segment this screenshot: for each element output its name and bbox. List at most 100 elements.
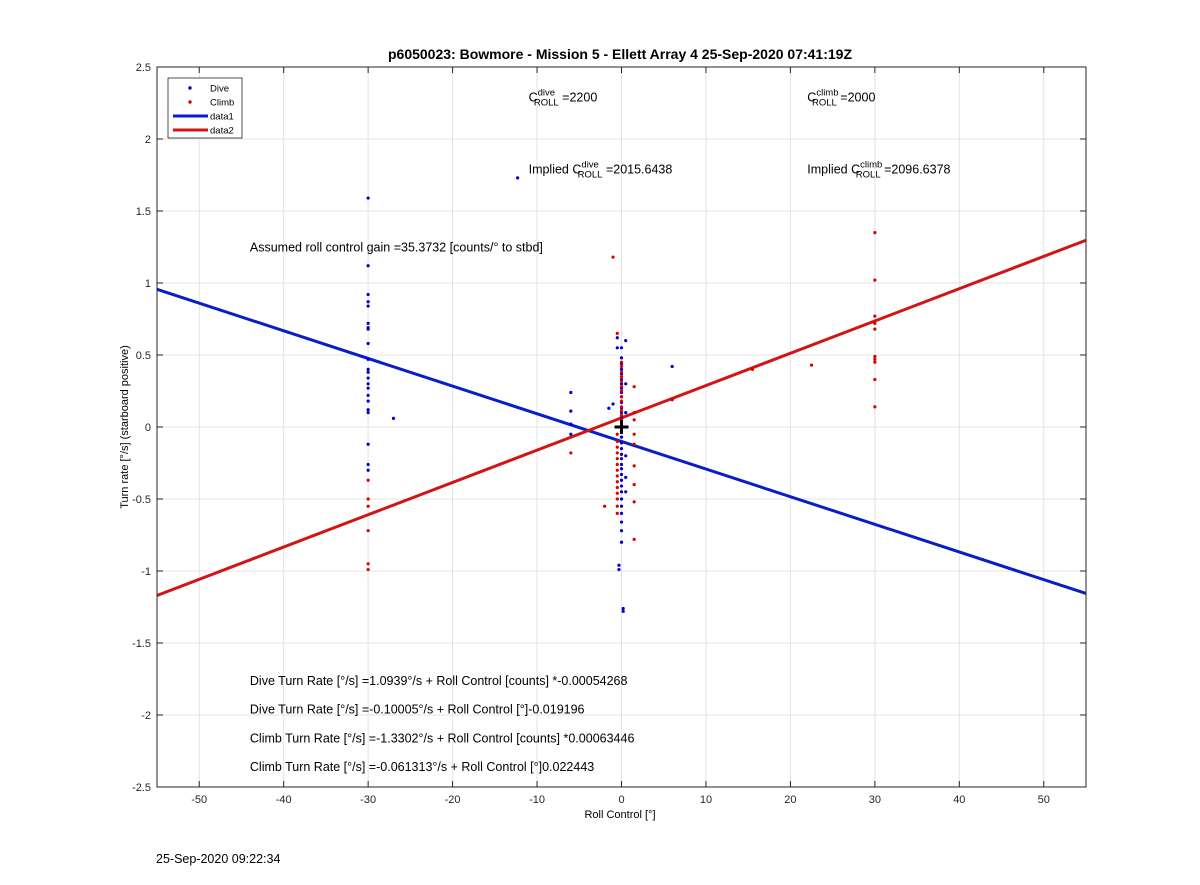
data-point-dive <box>619 478 624 482</box>
data-point-dive <box>615 346 619 350</box>
data-point-climb <box>615 457 619 461</box>
data-point-climb <box>366 529 370 533</box>
annotation-sup: dive <box>581 160 598 171</box>
data-point-dive <box>619 490 624 494</box>
data-point-climb <box>632 385 636 389</box>
data-point-climb <box>632 537 636 541</box>
x-tick-label: -50 <box>191 794 207 806</box>
data-point-dive <box>366 327 370 331</box>
center-marker-group <box>614 420 629 434</box>
data-point-dive <box>366 357 370 361</box>
data-point-climb <box>619 399 624 403</box>
data-point-dive <box>391 416 396 420</box>
data-point-dive <box>619 457 624 461</box>
data-point-climb <box>632 411 636 415</box>
data-point-climb <box>366 567 370 572</box>
data-point-dive <box>366 292 370 297</box>
data-point-climb <box>569 451 573 455</box>
annotation-eq3: Climb Turn Rate [°/s] =-1.3302°/s + Roll… <box>250 731 635 745</box>
data-point-dive <box>619 484 624 488</box>
data-point-dive <box>619 497 624 501</box>
data-point-climb <box>632 500 636 504</box>
data-point-climb <box>670 398 674 402</box>
data-point-dive <box>617 567 621 572</box>
legend-label: data1 <box>210 112 234 123</box>
data-point-climb <box>615 511 619 515</box>
data-point-dive <box>569 409 573 413</box>
data-point-dive <box>366 386 370 390</box>
annotation-value: =2096.6378 <box>881 163 951 177</box>
annotation-eq2: Dive Turn Rate [°/s] =-0.10005°/s + Roll… <box>250 703 585 717</box>
data-point-climb <box>615 439 619 443</box>
data-point-dive <box>619 504 624 508</box>
legend-label: data2 <box>210 126 234 137</box>
legend-label: Dive <box>210 84 229 95</box>
data-point-dive <box>619 462 624 467</box>
data-point-climb <box>873 327 877 331</box>
data-point-climb <box>873 278 877 282</box>
data-point-dive <box>619 472 624 477</box>
annotation-gain: Assumed roll control gain =35.3732 [coun… <box>250 240 543 254</box>
data-point-dive <box>366 468 370 472</box>
data-point-dive <box>607 406 611 410</box>
data-point-climb <box>619 409 624 413</box>
annotation-value: =2200 <box>559 91 598 105</box>
data-point-dive <box>366 382 370 386</box>
y-tick-label: 0.5 <box>136 350 151 362</box>
data-point-dive <box>624 490 628 494</box>
data-point-dive <box>624 475 628 479</box>
data-point-dive <box>366 399 370 403</box>
data-point-climb <box>615 468 619 472</box>
data-point-climb <box>873 360 877 364</box>
data-point-climb <box>366 478 370 482</box>
legend-marker-dive <box>188 86 192 90</box>
legend-label: Climb <box>210 98 234 109</box>
data-point-climb <box>619 385 624 389</box>
data-point-climb <box>366 504 370 508</box>
data-point-dive <box>516 176 520 180</box>
data-point-dive <box>366 367 370 371</box>
data-point-climb <box>750 367 755 371</box>
annotation-base: C <box>807 91 816 105</box>
data-point-climb <box>632 464 636 468</box>
data-point-climb <box>873 357 877 361</box>
x-tick-label: -20 <box>445 794 461 806</box>
data-point-dive <box>619 511 624 515</box>
legend-marker-climb <box>188 100 192 104</box>
y-tick-label: 1.5 <box>136 206 151 218</box>
annotation-base: C <box>529 91 538 105</box>
annotation-sup: dive <box>538 88 555 99</box>
data-point-climb <box>632 418 636 422</box>
data-point-dive <box>569 422 573 426</box>
data-point-climb <box>615 474 619 478</box>
data-point-climb <box>619 389 624 393</box>
data-point-climb <box>619 413 624 418</box>
y-tick-label: -2.5 <box>132 782 151 794</box>
data-point-climb <box>615 445 619 449</box>
data-point-climb <box>873 321 877 325</box>
data-point-dive <box>366 411 370 415</box>
data-point-climb <box>873 231 877 235</box>
data-point-dive <box>619 529 624 533</box>
data-point-climb <box>615 451 619 455</box>
data-point-dive <box>619 435 624 439</box>
x-axis-label: Roll Control [°] <box>584 809 655 821</box>
data-point-climb <box>619 395 624 399</box>
data-point-climb <box>366 562 370 566</box>
data-point-dive <box>619 447 624 451</box>
annotation-sup: climb <box>860 160 882 171</box>
y-tick-label: 0 <box>145 422 151 434</box>
annotation-eq1: Dive Turn Rate [°/s] =1.0939°/s + Roll C… <box>250 674 628 688</box>
legend-box <box>167 77 243 139</box>
data-point-climb <box>615 480 619 484</box>
data-point-dive <box>617 563 621 567</box>
data-point-dive <box>619 467 624 471</box>
data-point-dive <box>366 442 370 446</box>
data-point-dive <box>366 408 370 412</box>
data-point-dive <box>624 411 628 415</box>
data-point-climb <box>611 255 615 259</box>
data-point-climb <box>632 432 636 436</box>
data-point-dive <box>619 452 624 456</box>
annotation-sub: ROLL <box>534 98 559 109</box>
data-point-dive <box>611 402 615 406</box>
